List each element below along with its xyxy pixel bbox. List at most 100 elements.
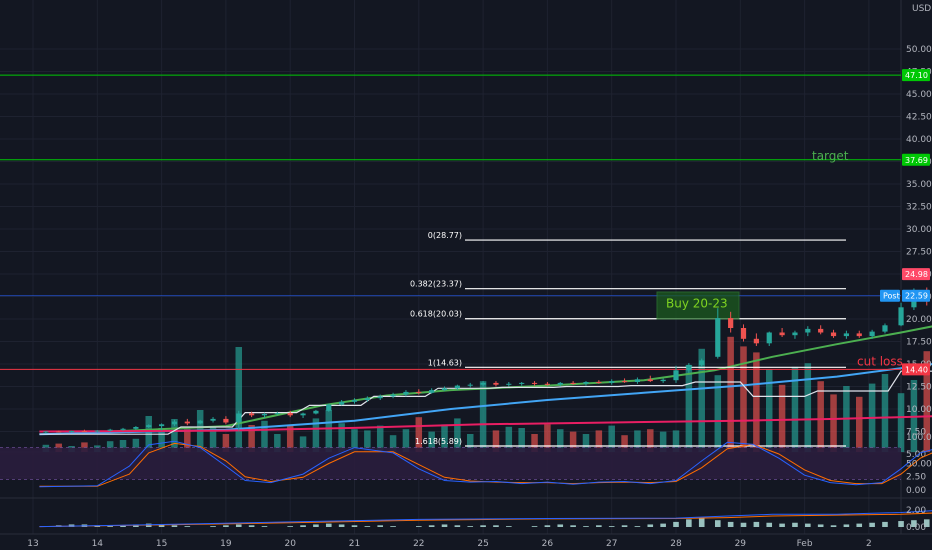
- macd-histogram-bar: [158, 524, 165, 527]
- macd-histogram-bar: [596, 525, 602, 527]
- candle-body: [792, 332, 798, 336]
- candle-body: [728, 318, 734, 328]
- macd-histogram-bar: [792, 522, 798, 527]
- macd-histogram-bar: [570, 525, 576, 527]
- time-tick-label: 21: [349, 539, 360, 549]
- post-market-tag: [880, 289, 900, 302]
- candle-body: [830, 332, 837, 337]
- fib-level-label: 1(14.63): [428, 358, 462, 367]
- candle-body: [686, 364, 692, 371]
- candle-body: [753, 338, 759, 344]
- macd-histogram-bar: [911, 520, 917, 527]
- volume-bar: [531, 434, 538, 452]
- volume-bar: [171, 419, 178, 452]
- macd-histogram-bar: [923, 519, 930, 527]
- time-tick-label: Feb: [797, 539, 813, 549]
- volume-bar: [235, 347, 243, 452]
- candle-body: [869, 331, 875, 337]
- price-tick-label: 5.00: [906, 450, 926, 460]
- volume-bar: [312, 418, 320, 452]
- macd-histogram-bar: [740, 522, 747, 527]
- candle-body: [531, 382, 538, 384]
- candle-body: [107, 429, 113, 431]
- volume-bar: [492, 430, 500, 452]
- volume-bar: [119, 440, 127, 452]
- candle-body: [557, 382, 563, 385]
- price-tick-label: 40.00: [906, 135, 932, 145]
- volume-bar: [209, 426, 217, 452]
- vwap-step-line: [39, 370, 932, 435]
- volume-bar: [569, 431, 577, 452]
- level-price-badge-label: 37.69: [905, 156, 928, 165]
- time-tick-label: 20: [284, 539, 296, 549]
- macd-histogram-bar: [416, 526, 422, 527]
- candle-body: [519, 382, 525, 384]
- candle-body: [898, 307, 904, 326]
- volume-bar: [659, 431, 667, 452]
- target-annotation: target: [812, 149, 849, 163]
- candle-body: [609, 381, 615, 383]
- macd-histogram-bar: [493, 525, 499, 527]
- volume-bar: [698, 348, 705, 452]
- price-tick-label: 20.00: [906, 315, 932, 325]
- volume-bar: [274, 434, 281, 452]
- volume-bar: [132, 438, 140, 452]
- time-tick-label: 28: [670, 539, 682, 549]
- candle-body: [416, 391, 422, 393]
- volume-bar: [325, 410, 333, 452]
- macd-tick-label: 2.00: [906, 506, 926, 516]
- volume-bar: [830, 394, 837, 452]
- candle-body: [274, 413, 280, 415]
- level-price-badge: [902, 153, 930, 166]
- macd-histogram-bar: [480, 525, 486, 527]
- candle-body: [94, 430, 100, 432]
- candle-body: [403, 391, 409, 395]
- macd-histogram-bar: [364, 526, 371, 527]
- macd-histogram-bar: [727, 521, 734, 527]
- stoch-k-line: [39, 440, 932, 488]
- candle-body: [339, 401, 345, 405]
- volume-bar: [804, 363, 812, 452]
- macd-histogram-bar: [698, 518, 705, 527]
- price-tick-label: 12.50: [906, 383, 932, 393]
- candle-body: [493, 382, 499, 385]
- macd-histogram-bar: [766, 522, 773, 527]
- macd-histogram-bar: [817, 524, 824, 527]
- fib-level-label: 0(28.77): [428, 231, 462, 240]
- time-tick-label: 22: [413, 539, 424, 549]
- price-tick-label: 42.50: [906, 113, 932, 123]
- candle-body: [779, 332, 785, 336]
- currency-label: USD: [912, 4, 931, 14]
- time-tick-label: 15: [156, 539, 167, 549]
- macd-histogram-bar: [753, 521, 760, 527]
- volume-bar: [714, 375, 722, 452]
- volume-bar: [923, 351, 931, 452]
- macd-histogram-bar: [313, 524, 319, 527]
- buy-zone-annotation: Buy 20-23: [666, 296, 728, 310]
- moving-average-line: [39, 415, 932, 433]
- candle-body: [843, 333, 849, 337]
- macd-histogram-bar: [287, 526, 293, 527]
- volume-bar: [621, 435, 628, 452]
- price-tick-label: 27.50: [906, 248, 932, 258]
- macd-histogram-bar: [210, 526, 216, 527]
- macd-histogram-bar: [120, 525, 126, 527]
- price-tick-label: 45.00: [906, 90, 932, 100]
- post-market-tag-label: Post: [883, 292, 900, 301]
- candle-body: [740, 328, 747, 339]
- volume-bar: [817, 381, 824, 452]
- fib-level-label: 1.618(5.89): [415, 437, 462, 446]
- candle-body: [647, 379, 653, 382]
- candle-body: [171, 421, 178, 425]
- volume-bar: [299, 436, 307, 452]
- price-tick-label: 17.50: [906, 338, 932, 348]
- macd-histogram-bar: [843, 524, 850, 527]
- volume-bar: [727, 336, 734, 452]
- macd-histogram-bar: [390, 526, 396, 527]
- stoch-tick-label: 100.00: [906, 433, 932, 443]
- macd-histogram-bar: [338, 524, 345, 527]
- macd-histogram-bar: [647, 524, 654, 527]
- candle-body: [583, 382, 589, 384]
